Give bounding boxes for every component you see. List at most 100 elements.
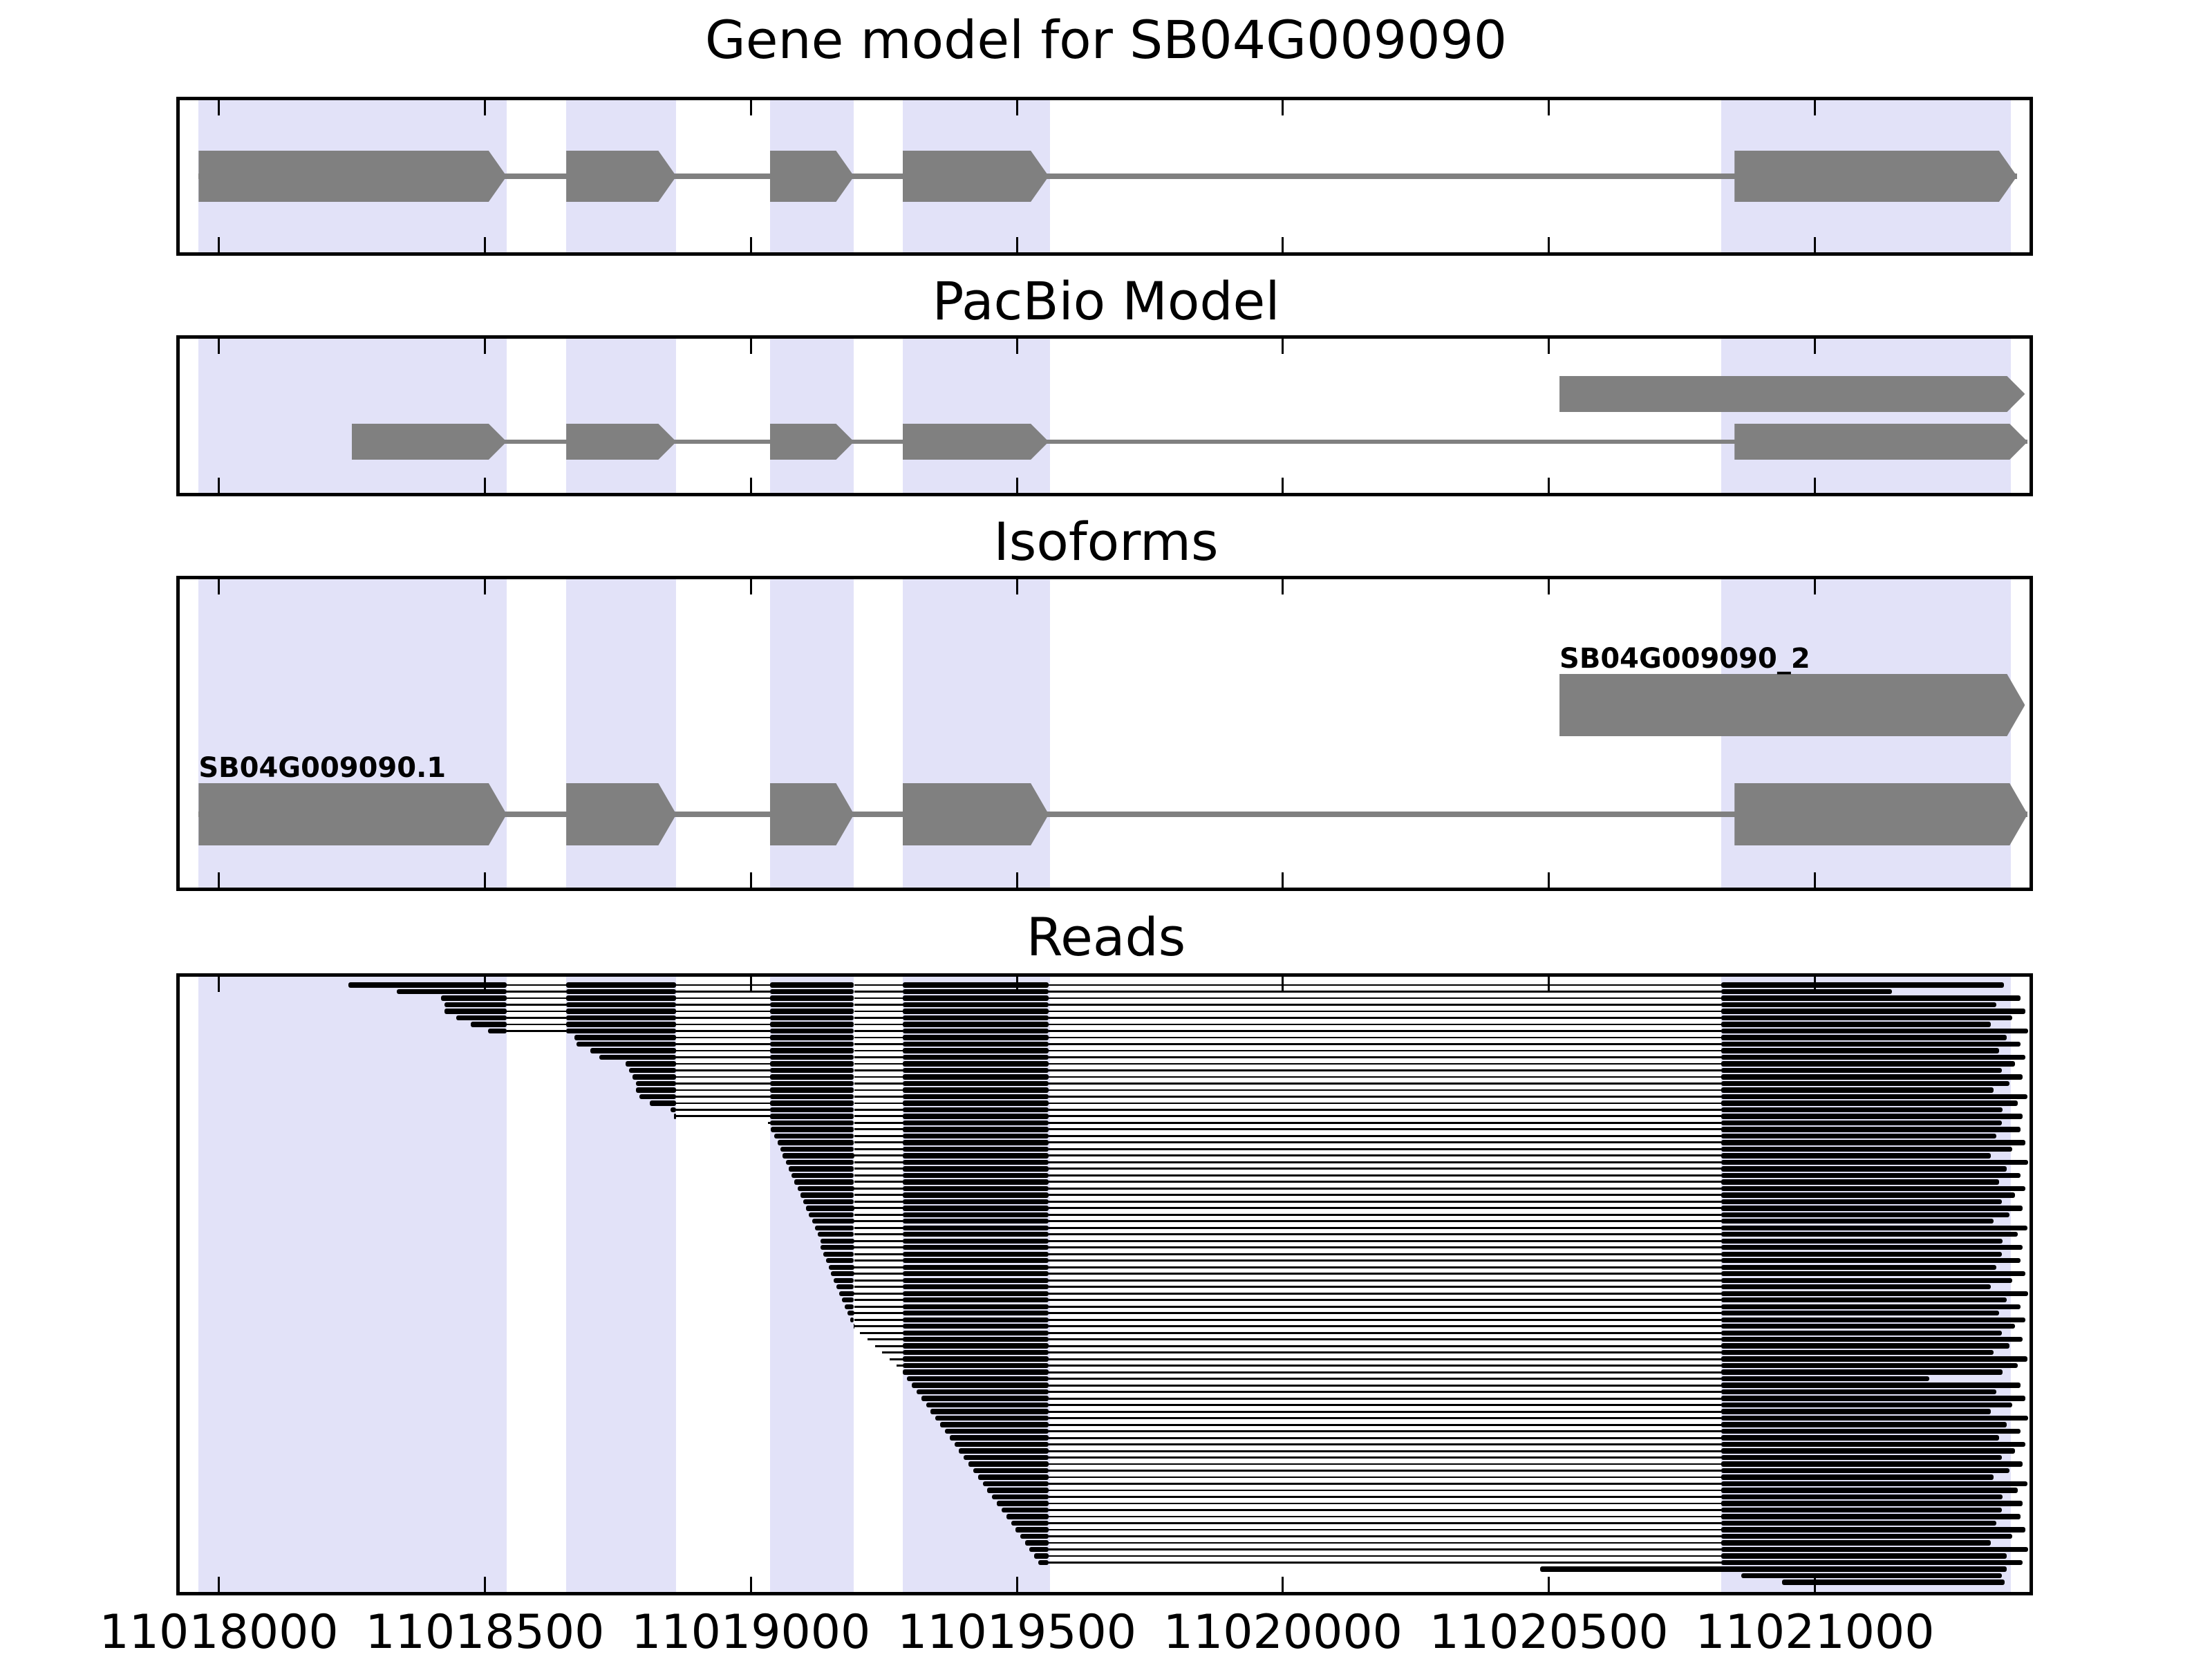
read-exon-segment bbox=[769, 1074, 854, 1080]
read-exon-segment bbox=[780, 1146, 854, 1152]
read-exon-segment bbox=[1721, 1225, 2027, 1230]
exon-block bbox=[566, 151, 676, 202]
read-exon-segment bbox=[806, 1206, 854, 1211]
read-intron-segment bbox=[1049, 1509, 1721, 1511]
read-intron-segment bbox=[854, 1207, 903, 1210]
read-exon-segment bbox=[1721, 1533, 2012, 1539]
read-exon-segment bbox=[1721, 1520, 1996, 1526]
read-intron-segment bbox=[854, 1168, 903, 1170]
read-exon-segment bbox=[959, 1448, 1049, 1454]
read-intron-segment bbox=[1049, 1378, 1721, 1380]
exon-block bbox=[770, 151, 854, 202]
read-exon-segment bbox=[902, 1277, 1049, 1283]
read-exon-segment bbox=[812, 1219, 854, 1224]
read-exon-segment bbox=[1721, 1553, 2007, 1559]
read-exon-segment bbox=[902, 1330, 1049, 1335]
read-exon-segment bbox=[1721, 1461, 2023, 1467]
read-exon-segment bbox=[788, 1166, 854, 1172]
read-exon-segment bbox=[1721, 1192, 2015, 1198]
x-tick-label: 11018000 bbox=[99, 1605, 339, 1659]
read-exon-segment bbox=[444, 1002, 507, 1008]
read-intron-segment bbox=[1049, 1220, 1721, 1223]
read-intron-segment bbox=[506, 991, 567, 993]
read-exon-segment bbox=[921, 1396, 1049, 1401]
read-intron-segment bbox=[1049, 1279, 1721, 1282]
read-intron-segment bbox=[1049, 1371, 1721, 1374]
read-exon-segment bbox=[1721, 1324, 2015, 1329]
read-exon-segment bbox=[639, 1094, 677, 1100]
reads-panel bbox=[176, 973, 2033, 1595]
x-axis-tick bbox=[1813, 339, 1816, 354]
read-exon-segment bbox=[902, 1028, 1049, 1034]
read-exon-segment bbox=[635, 1087, 677, 1093]
x-axis-tick bbox=[483, 339, 486, 354]
read-exon-segment bbox=[902, 1337, 1049, 1342]
read-intron-segment bbox=[1049, 1312, 1721, 1315]
x-axis-tick bbox=[483, 579, 486, 594]
read-exon-segment bbox=[1721, 1376, 1929, 1382]
exon-highlight-band bbox=[1721, 339, 2011, 493]
read-exon-segment bbox=[1721, 1100, 2018, 1106]
read-exon-segment bbox=[590, 1048, 677, 1053]
read-intron-segment bbox=[676, 1030, 770, 1032]
read-exon-segment bbox=[977, 1474, 1049, 1480]
read-intron-segment bbox=[1049, 1286, 1721, 1288]
read-exon-segment bbox=[945, 1428, 1049, 1434]
read-exon-segment bbox=[769, 1107, 854, 1113]
read-exon-segment bbox=[838, 1291, 854, 1296]
read-intron-segment bbox=[859, 1331, 903, 1334]
read-exon-segment bbox=[1721, 1349, 1994, 1356]
read-exon-segment bbox=[902, 1166, 1049, 1172]
read-exon-segment bbox=[1721, 1343, 2010, 1349]
read-exon-segment bbox=[902, 1284, 1049, 1290]
read-exon-segment bbox=[902, 1002, 1049, 1008]
read-exon-segment bbox=[902, 1199, 1049, 1204]
read-exon-segment bbox=[902, 1304, 1049, 1309]
read-exon-segment bbox=[902, 1061, 1049, 1067]
read-exon-segment bbox=[471, 1022, 507, 1027]
read-exon-segment bbox=[628, 1067, 677, 1074]
x-axis-tick bbox=[483, 478, 486, 493]
read-exon-segment bbox=[771, 1127, 854, 1132]
read-intron-segment bbox=[854, 1246, 903, 1249]
x-axis-tick bbox=[483, 977, 486, 992]
read-exon-segment bbox=[902, 1067, 1049, 1074]
read-exon-segment bbox=[1721, 1291, 2029, 1296]
read-exon-segment bbox=[1721, 1337, 2023, 1342]
read-exon-segment bbox=[769, 982, 854, 988]
read-exon-segment bbox=[769, 995, 854, 1001]
read-intron-segment bbox=[854, 1082, 903, 1085]
read-intron-segment bbox=[854, 1292, 903, 1295]
read-intron-segment bbox=[854, 1062, 903, 1065]
x-axis-tick bbox=[218, 977, 221, 992]
exon-block bbox=[1734, 783, 2027, 845]
read-exon-segment bbox=[926, 1402, 1049, 1408]
read-exon-segment bbox=[769, 1067, 854, 1074]
read-intron-segment bbox=[676, 1023, 770, 1026]
read-exon-segment bbox=[1721, 1258, 2021, 1264]
read-intron-segment bbox=[1049, 1325, 1721, 1328]
read-intron-segment bbox=[1049, 1181, 1721, 1183]
read-exon-segment bbox=[1721, 1494, 2003, 1500]
read-exon-segment bbox=[902, 1185, 1049, 1192]
x-axis-tick bbox=[1282, 1577, 1284, 1592]
read-exon-segment bbox=[1721, 1271, 2026, 1277]
read-exon-segment bbox=[1721, 1153, 1991, 1159]
read-exon-segment bbox=[1721, 1048, 1999, 1053]
x-axis-tick bbox=[483, 100, 486, 115]
read-exon-segment bbox=[769, 1015, 854, 1021]
read-intron-segment bbox=[854, 1239, 903, 1242]
read-exon-segment bbox=[986, 1488, 1049, 1493]
read-exon-segment bbox=[1721, 1474, 1994, 1480]
read-exon-segment bbox=[902, 1317, 1049, 1322]
read-intron-segment bbox=[1049, 1017, 1721, 1019]
read-intron-segment bbox=[1049, 1161, 1721, 1163]
read-intron-segment bbox=[676, 1049, 770, 1052]
read-exon-segment bbox=[964, 1454, 1049, 1461]
read-exon-segment bbox=[902, 1094, 1049, 1100]
read-intron-segment bbox=[854, 1069, 903, 1071]
read-exon-segment bbox=[1721, 1356, 2027, 1362]
read-intron-segment bbox=[1049, 1154, 1721, 1157]
exon-block bbox=[566, 783, 676, 845]
read-exon-segment bbox=[782, 1153, 854, 1159]
